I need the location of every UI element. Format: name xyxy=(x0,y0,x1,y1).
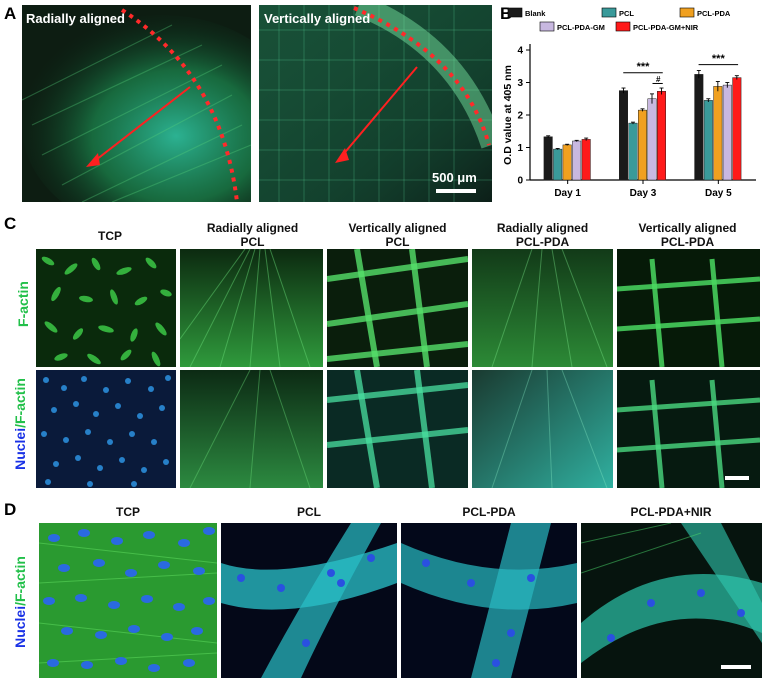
y-tick-label-1: 1 xyxy=(517,143,523,154)
c-merge-radial-pda xyxy=(472,370,613,488)
y-tick-label-3: 3 xyxy=(517,78,523,89)
bar-1-1 xyxy=(628,122,638,181)
panel-c-row-nuclei-factin: Nuclei/F-actin xyxy=(12,378,28,470)
panel-d-col-pcl: PCL xyxy=(297,505,321,519)
sig-hash: # xyxy=(656,75,661,84)
panel-c-col-radial-pda-l1: Radially aligned xyxy=(496,221,589,235)
panel-c-col-radial-pda: Radially aligned PCL-PDA xyxy=(470,221,615,249)
d-pcl-pda xyxy=(401,523,577,678)
c-merge-tcp xyxy=(36,370,176,488)
panel-c-row-factin2: F-actin xyxy=(12,378,28,424)
radially-aligned-micrograph xyxy=(22,5,251,202)
c-factin-vertical-pda xyxy=(617,249,760,367)
bar-0-2 xyxy=(562,144,572,181)
d-tcp xyxy=(39,523,217,678)
panel-c-col-radial-pcl-l1: Radially aligned xyxy=(206,221,299,235)
bar-2-3 xyxy=(722,84,732,181)
panel-a-letter: A xyxy=(4,4,17,23)
panel-d-col-pcl-pda: PCL-PDA xyxy=(462,505,516,519)
x-tick-label-1: Day 3 xyxy=(630,188,657,199)
legend-swatch-2 xyxy=(679,7,695,18)
bar-1-3 xyxy=(647,98,657,181)
panel-c-row-nuclei: Nuclei xyxy=(12,427,28,470)
d-pcl-pda-nir xyxy=(581,523,762,678)
bar-0-0 xyxy=(543,136,553,181)
panel-c-col-vertical-pcl: Vertically aligned PCL xyxy=(325,221,470,249)
y-tick-label-2: 2 xyxy=(517,111,523,122)
panel-c-row-factin: F-actin xyxy=(15,281,31,327)
legend-label-3: PCL-PDA-GM xyxy=(557,23,605,32)
panel-d-col-tcp: TCP xyxy=(116,505,140,519)
legend-swatch-3 xyxy=(539,21,555,32)
x-tick-label-0: Day 1 xyxy=(554,188,581,199)
c-merge-vertical-pda xyxy=(617,370,760,488)
bar-1-0 xyxy=(619,90,628,181)
bar-2-0 xyxy=(694,74,704,181)
legend-swatch-1 xyxy=(601,7,617,18)
d-pcl xyxy=(221,523,397,678)
y-tick-label-4: 4 xyxy=(517,46,523,57)
panel-c-col-radial-pda-l2: PCL-PDA xyxy=(515,235,570,249)
c-merge-vertical-pcl xyxy=(327,370,468,488)
panel-c-col-radial-pcl-l2: PCL xyxy=(240,235,265,249)
bar-chart: Blank PCL PCL-PDA PCL-PDA-GM PCL-PDA-GM+NIR 0… xyxy=(498,4,760,212)
panel-c-letter: C xyxy=(4,214,17,233)
c-factin-radial-pcl xyxy=(180,249,323,367)
panel-d-col-pcl-pda-nir: PCL-PDA+NIR xyxy=(630,505,712,519)
x-tick-label-2: Day 5 xyxy=(705,188,732,199)
bar-1-2 xyxy=(638,109,647,181)
panel-c-col-vertical-pda: Vertically aligned PCL-PDA xyxy=(615,221,760,249)
y-tick-label-0: 0 xyxy=(517,176,523,187)
legend-label-4: PCL-PDA-GM+NIR xyxy=(633,23,699,32)
c-merge-radial-pcl xyxy=(180,370,323,488)
vertically-aligned-label: Vertically aligned xyxy=(264,11,371,26)
legend-label-2: PCL-PDA xyxy=(697,9,731,18)
legend-swatch-0 xyxy=(507,7,523,18)
c-factin-vertical-pcl xyxy=(327,249,468,367)
bar-2-1 xyxy=(703,100,713,181)
c-factin-tcp xyxy=(36,249,176,367)
sig-day5: *** xyxy=(712,53,726,65)
bar-0-3 xyxy=(572,140,582,181)
panel-d-row-label: Nuclei/F-actin xyxy=(12,556,28,648)
bar-1-4 xyxy=(657,91,666,181)
c-factin-radial-pda xyxy=(472,249,613,367)
legend-label-1: PCL xyxy=(619,9,634,18)
sig-day3: *** xyxy=(637,61,651,73)
panel-c-col-tcp: TCP xyxy=(98,229,122,243)
y-axis-label: O.D value at 405 nm xyxy=(502,65,514,165)
bar-0-1 xyxy=(553,148,563,181)
panel-c-col-vertical-pda-l2: PCL-PDA xyxy=(660,235,715,249)
legend-swatch-4 xyxy=(615,21,631,32)
panel-c-col-vertical-pda-l1: Vertically aligned xyxy=(638,221,737,235)
radially-aligned-label: Radially aligned xyxy=(26,11,125,26)
panel-c-col-vertical-pcl-l2: PCL xyxy=(385,235,410,249)
scale-bar-label: 500 μm xyxy=(432,170,477,185)
bar-2-2 xyxy=(713,86,723,181)
vertically-aligned-micrograph xyxy=(259,5,492,202)
legend-label-0: Blank xyxy=(525,9,546,18)
panel-c-col-vertical-pcl-l1: Vertically aligned xyxy=(348,221,447,235)
bar-0-4 xyxy=(581,139,591,181)
bar-2-4 xyxy=(732,77,742,181)
panel-c-col-radial-pcl: Radially aligned PCL xyxy=(180,221,325,249)
panel-d-letter: D xyxy=(4,500,17,519)
